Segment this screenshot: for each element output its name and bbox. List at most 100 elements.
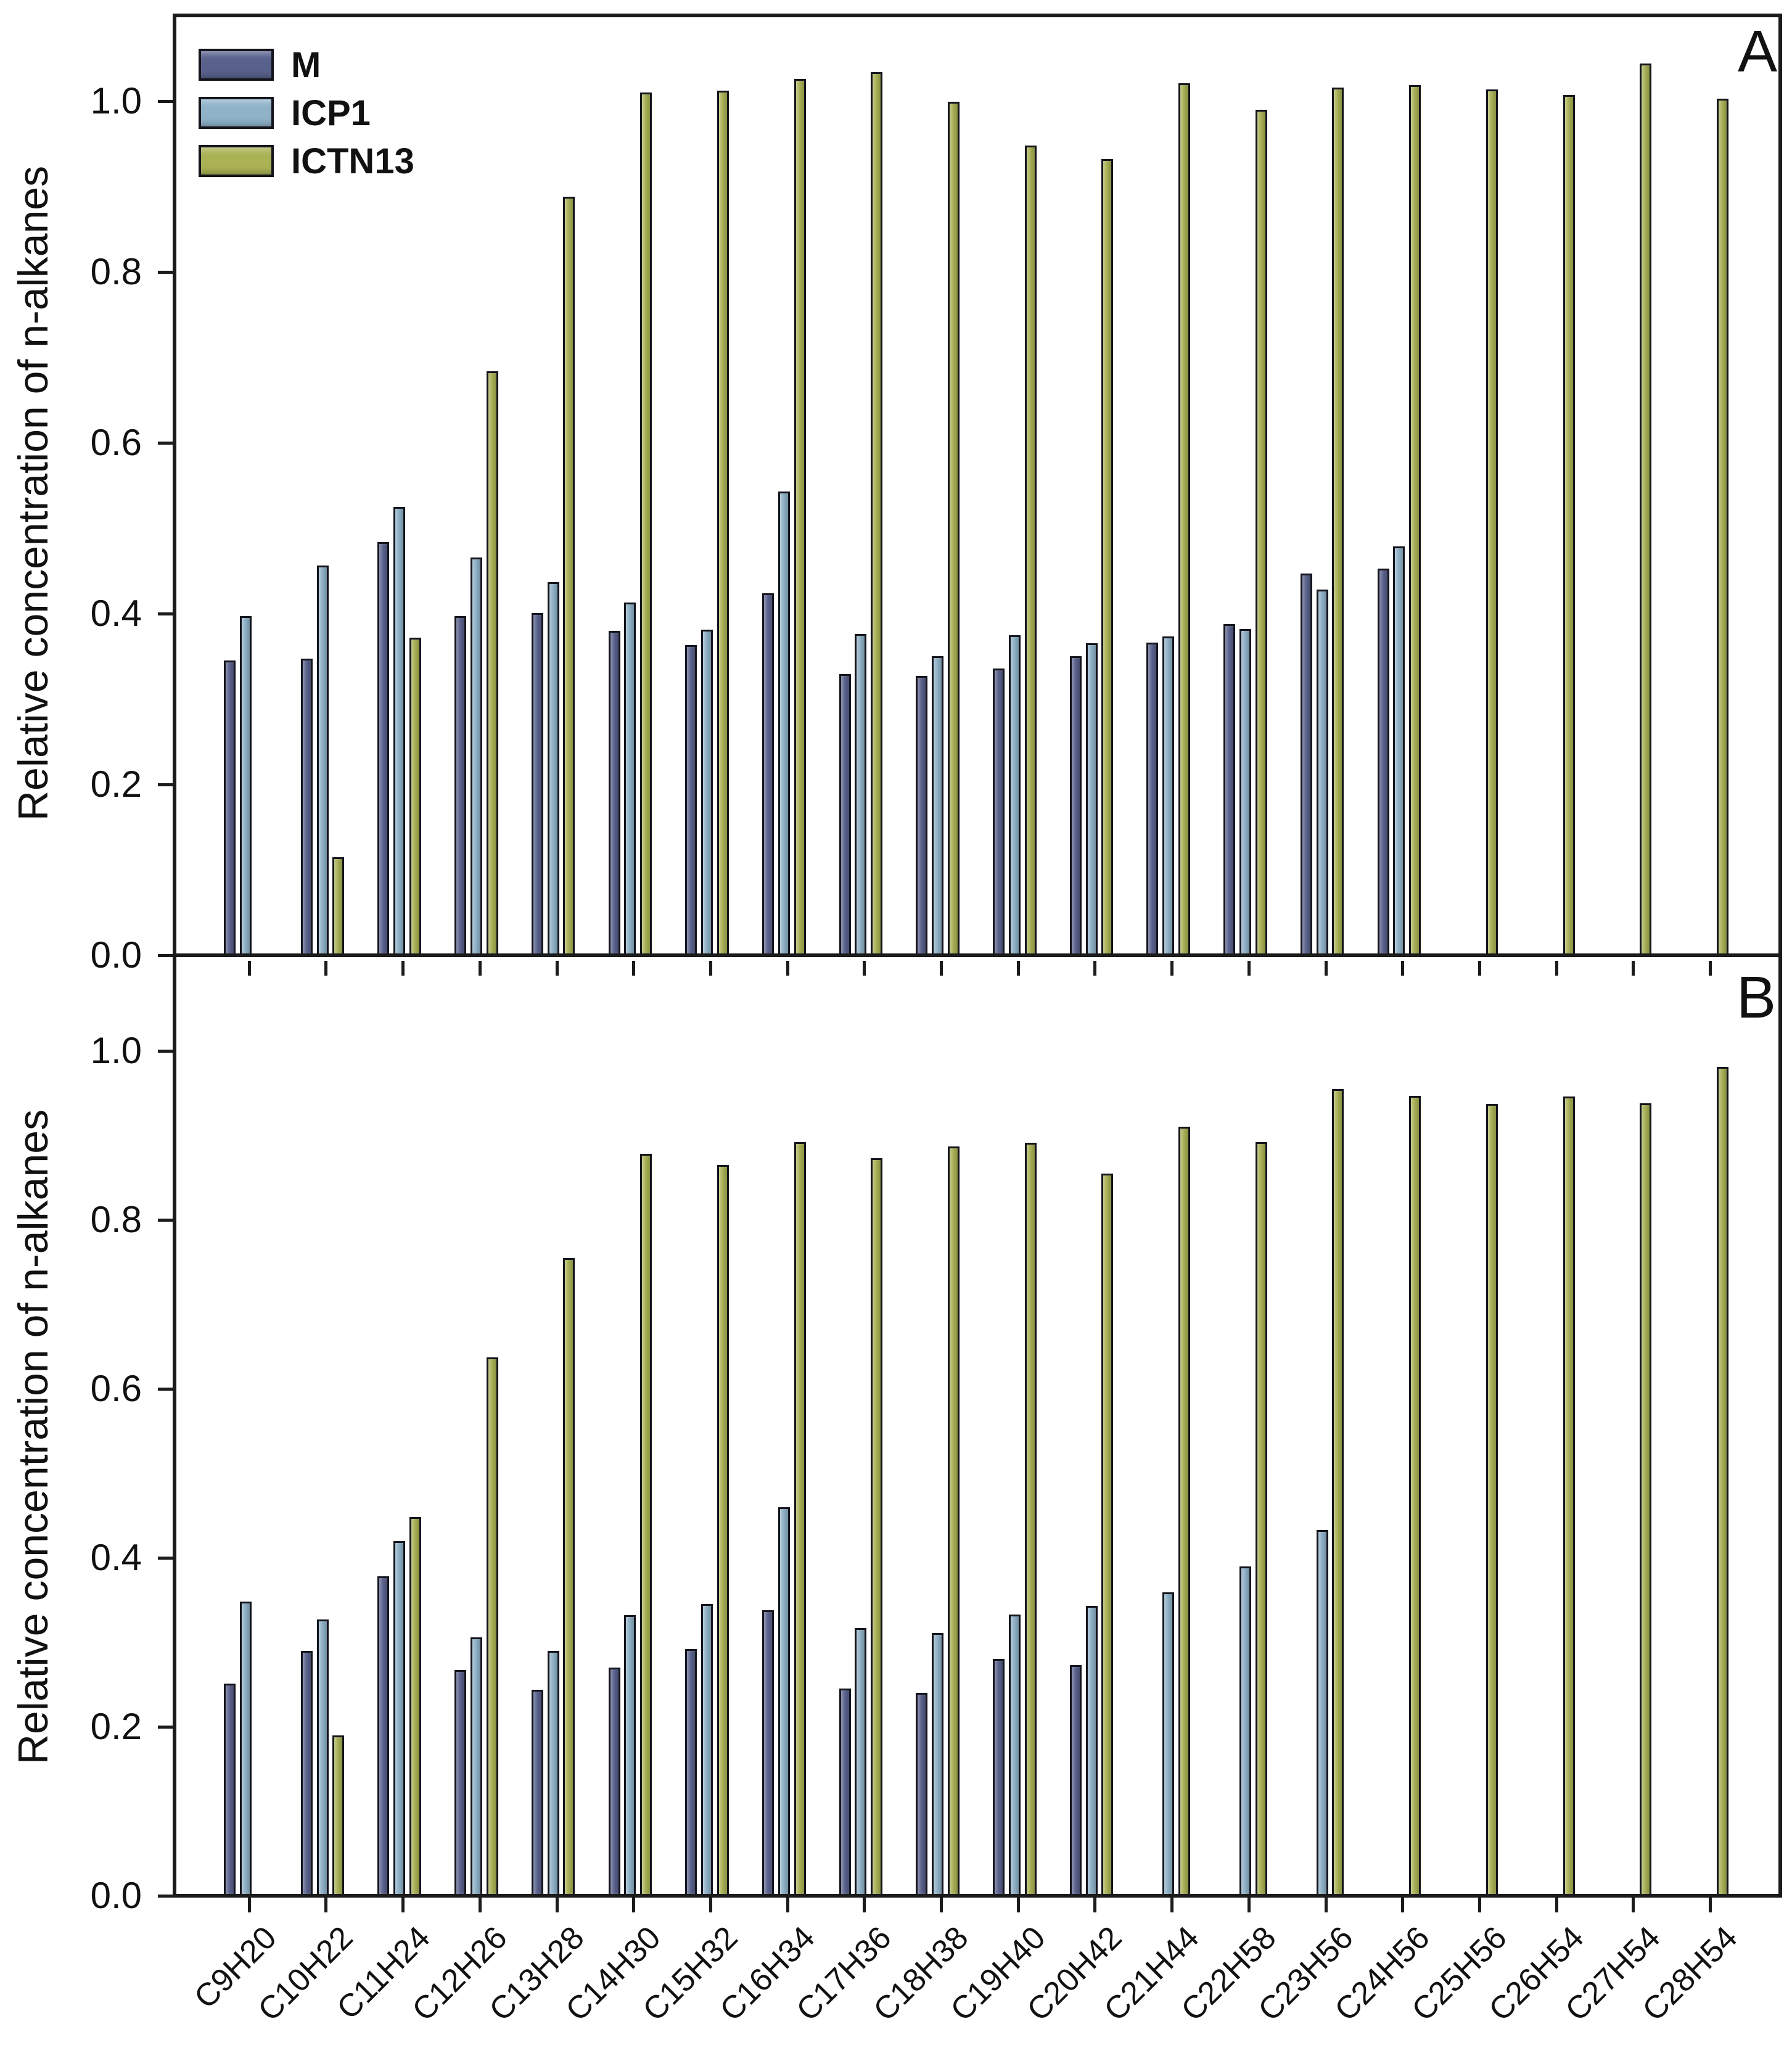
icp1-bar (471, 1637, 482, 1896)
ictn13-bar (794, 79, 806, 955)
legend-label-icp1: ICP1 (291, 93, 371, 133)
x-tick (324, 1898, 327, 1912)
ictn13-bar (1178, 83, 1190, 955)
x-tick (1632, 961, 1635, 976)
icp1-bar (778, 492, 790, 955)
x-tick (556, 961, 559, 976)
ictn13-bar (1409, 85, 1421, 955)
x-tick (632, 1898, 635, 1912)
y-tick (158, 1219, 173, 1222)
m-bar (454, 616, 466, 955)
x-tick (940, 961, 943, 976)
x-tick (1632, 1898, 1635, 1912)
y-tick (158, 1557, 173, 1560)
ictn13-bar (1486, 1104, 1498, 1896)
x-tick (1093, 1898, 1096, 1912)
icp1-bar (1009, 635, 1021, 955)
legend-swatch-icp1-icon (199, 97, 274, 129)
icp1-bar (1393, 546, 1405, 955)
x-tick (1093, 961, 1096, 976)
ictn13-bar (1101, 1174, 1113, 1896)
m-bar (1070, 656, 1082, 955)
m-bar (454, 1670, 466, 1896)
m-bar (301, 1651, 313, 1896)
m-bar (377, 1576, 389, 1896)
y-tick-label: 0.2 (90, 1706, 142, 1747)
icp1-bar (1086, 1606, 1098, 1896)
x-tick (248, 961, 251, 976)
y-tick-label: 0.4 (90, 1537, 142, 1578)
m-bar (1378, 569, 1389, 955)
icp1-bar (778, 1507, 790, 1896)
x-tick (324, 961, 327, 976)
y-tick-label: 0.2 (90, 763, 142, 805)
x-tick (401, 961, 405, 976)
ictn13-bar (1640, 1103, 1651, 1896)
m-bar (532, 613, 543, 955)
icp1-bar (624, 1615, 636, 1896)
x-tick (1325, 961, 1328, 976)
ictn13-bar (948, 1146, 960, 1896)
m-bar (1301, 574, 1312, 955)
ictn13-bar (1256, 1142, 1267, 1896)
x-tick (786, 961, 789, 976)
y-tick-label: 0.4 (90, 593, 142, 634)
icp1-bar (548, 1651, 559, 1896)
m-bar (301, 659, 313, 955)
x-tick (1325, 1898, 1328, 1912)
x-tick (632, 961, 635, 976)
m-bar (839, 674, 851, 955)
legend-item-icp1: ICP1 (199, 93, 414, 133)
m-bar (685, 1649, 697, 1896)
x-tick (248, 1898, 251, 1912)
ictn13-bar (717, 91, 729, 955)
y-tick (158, 1050, 173, 1053)
ictn13-bar (487, 1357, 498, 1896)
m-bar (224, 1684, 236, 1896)
icp1-bar (393, 507, 405, 955)
ictn13-bar (1256, 110, 1267, 955)
ictn13-bar (1409, 1096, 1421, 1896)
m-bar (762, 1610, 774, 1896)
m-bar (377, 542, 389, 955)
icp1-bar (1317, 1530, 1328, 1896)
ictn13-bar (1025, 1143, 1037, 1896)
ictn13-bar (794, 1142, 806, 1896)
y-tick-label: 1.0 (90, 1030, 142, 1071)
y-tick (158, 1895, 173, 1898)
m-bar (916, 676, 927, 955)
x-tick (479, 961, 482, 976)
ictn13-bar (1717, 1067, 1728, 1896)
x-tick (1709, 961, 1712, 976)
x-tick (1170, 1898, 1173, 1912)
icp1-bar (1239, 1566, 1251, 1896)
x-tick (1478, 1898, 1481, 1912)
m-bar (762, 593, 774, 955)
ictn13-bar (487, 371, 498, 955)
ictn13-bar (1178, 1127, 1190, 1896)
icp1-bar (855, 634, 866, 955)
y-tick-label: 0.8 (90, 251, 142, 292)
y-tick (158, 1726, 173, 1729)
m-bar (609, 1668, 620, 1896)
m-bar (1070, 1665, 1082, 1896)
y-tick (158, 271, 173, 274)
ictn13-bar (332, 857, 344, 955)
legend-label-m: M (291, 44, 321, 85)
ictn13-bar (871, 1158, 882, 1896)
ictn13-bar (1640, 64, 1651, 955)
y-tick (158, 1388, 173, 1391)
ictn13-bar (640, 1154, 652, 1896)
ictn13-bar (871, 72, 882, 955)
m-bar (993, 1659, 1005, 1896)
m-bar (993, 669, 1005, 955)
y-tick (158, 442, 173, 445)
y-tick-label: 0.6 (90, 1368, 142, 1409)
icp1-bar (932, 656, 943, 955)
ictn13-bar (563, 197, 575, 955)
ictn13-bar (717, 1165, 729, 1896)
x-tick (1555, 1898, 1558, 1912)
icp1-bar (1162, 636, 1174, 955)
m-bar (839, 1689, 851, 1896)
